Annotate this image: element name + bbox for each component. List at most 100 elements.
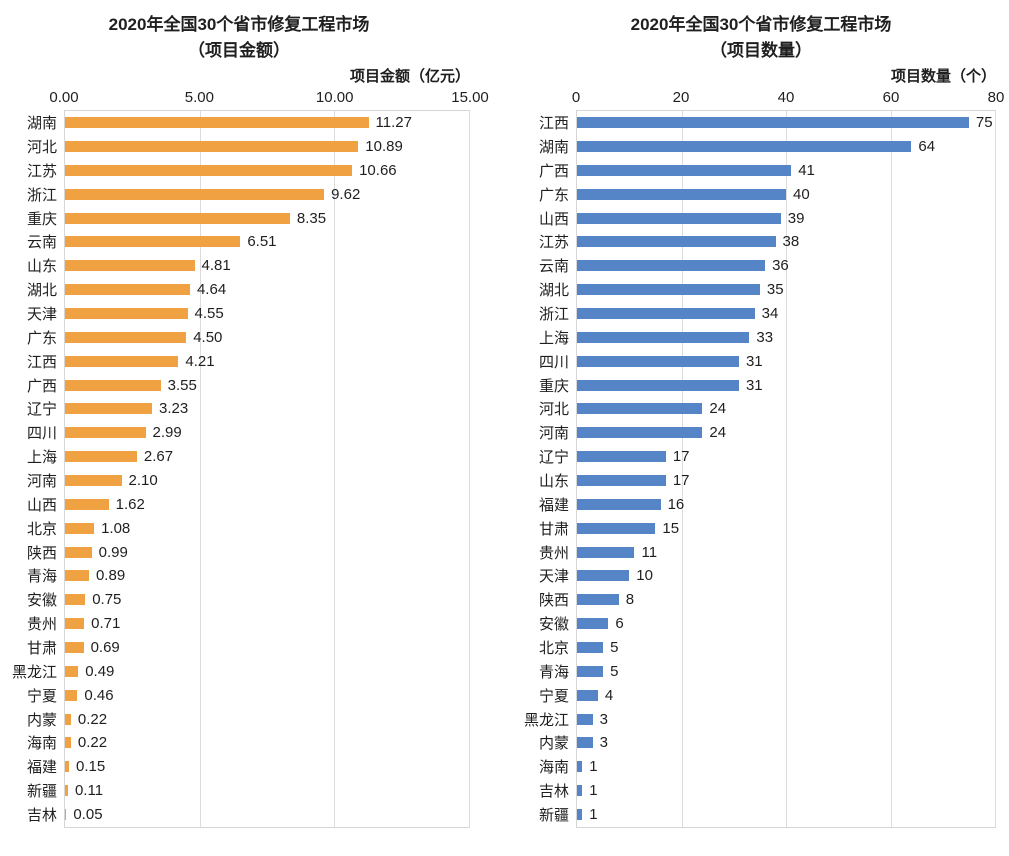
value-label: 0.22	[77, 710, 108, 728]
category-label: 北京	[26, 520, 57, 538]
bar	[65, 546, 92, 558]
category-label: 吉林	[538, 783, 569, 801]
value-label: 75	[975, 114, 993, 132]
bar-row: 四川 31	[539, 349, 995, 373]
category-label: 青海	[538, 663, 569, 681]
bar-row: 青海 5	[539, 659, 995, 683]
category-label: 吉林	[26, 807, 57, 825]
bar-row: 内蒙 3	[539, 731, 995, 755]
bar-row: 河南 24	[539, 421, 995, 445]
category-label: 内蒙	[26, 711, 57, 729]
bar-row: 陕西 8	[539, 588, 995, 612]
bar	[65, 737, 71, 749]
value-label: 1.08	[101, 519, 131, 537]
bar	[577, 689, 598, 701]
bar	[577, 427, 703, 439]
bar-row: 浙江 34	[539, 302, 995, 326]
category-label: 河南	[26, 473, 57, 490]
gridline	[681, 110, 683, 827]
bar-row: 江西 4.21	[27, 349, 469, 373]
category-label: 广西	[26, 377, 57, 395]
value-label: 0.05	[73, 806, 103, 824]
bar	[577, 737, 593, 749]
bar	[577, 642, 604, 654]
amount-x-axis-title: 项目金额（亿元）	[349, 67, 470, 85]
value-label: 0.11	[74, 782, 104, 800]
bar	[65, 570, 89, 582]
value-label: 24	[709, 424, 727, 442]
bar-row: 山东 4.81	[27, 254, 469, 278]
bar	[65, 809, 67, 821]
bar	[65, 117, 369, 129]
amount-plot-area: 湖南 11.27 河北 10.89 江苏 10.66 浙江 9.62 重庆 8.35 云南 6.51 山…	[12, 109, 470, 828]
category-label: 河南	[538, 425, 569, 443]
bar	[577, 785, 583, 797]
x-tick-label: 20	[672, 88, 690, 106]
bar	[577, 117, 969, 129]
value-label: 15	[662, 519, 680, 537]
value-label: 2.67	[143, 448, 174, 466]
bar-row: 贵州 11	[539, 540, 995, 564]
value-label: 17	[672, 448, 690, 466]
bar	[65, 451, 137, 463]
value-label: 10	[636, 567, 653, 585]
value-label: 2.10	[128, 472, 158, 489]
category-label: 甘肃	[538, 520, 569, 538]
value-label: 0.75	[92, 591, 122, 609]
bar-row: 辽宁 3.23	[27, 397, 469, 421]
bar-row: 上海 33	[539, 325, 995, 349]
bar-row: 海南 1	[539, 755, 995, 779]
value-label: 6	[615, 615, 624, 633]
category-label: 江西	[538, 115, 569, 133]
category-label: 湖南	[26, 115, 57, 133]
value-label: 4.50	[193, 328, 223, 346]
value-label: 8.35	[296, 209, 327, 227]
amount-plot-wrap: 0.00 5.00 10.00 15.00 湖南 11.27 河北 10.89 江苏 10.66…	[12, 88, 489, 828]
value-label: 1	[589, 806, 598, 824]
bar	[65, 475, 122, 486]
bar	[65, 236, 241, 248]
bar	[577, 140, 912, 152]
bar	[65, 642, 84, 654]
bar	[577, 188, 786, 200]
category-label: 湖南	[538, 138, 569, 156]
count-chart-title: 2020年全国30个省市修复工程市场 （项目数量）	[526, 12, 996, 65]
bar-row: 山西 39	[539, 206, 995, 230]
bar-row: 广西 3.55	[27, 373, 469, 397]
category-label: 海南	[26, 735, 57, 753]
category-label: 辽宁	[26, 401, 57, 419]
bar-row: 青海 0.89	[27, 564, 469, 588]
category-label: 重庆	[26, 210, 57, 228]
bar	[577, 522, 656, 534]
count-plot-area: 江西 75 湖南 64 广西 41 广东 40 山西 39 江苏 38 云南 36 湖北 35 浙江 34 上海 33…	[524, 109, 996, 828]
category-label: 宁夏	[26, 687, 57, 705]
category-label: 浙江	[26, 186, 57, 204]
bar-row: 宁夏 0.46	[27, 683, 469, 707]
bar-row: 江苏 10.66	[27, 158, 469, 182]
category-label: 江西	[26, 353, 57, 371]
bar-row: 云南 6.51	[27, 230, 469, 254]
count-chart-title-line1: 2020年全国30个省市修复工程市场	[630, 15, 892, 34]
category-label: 江苏	[26, 162, 57, 180]
bar	[577, 403, 703, 415]
bar-row: 江西 75	[539, 111, 995, 135]
gridline	[786, 110, 787, 827]
category-label: 海南	[538, 759, 569, 777]
bar-row: 广西 41	[539, 158, 995, 182]
value-label: 1.62	[115, 495, 145, 513]
category-label: 福建	[538, 496, 569, 514]
value-label: 24	[709, 400, 727, 418]
category-label: 浙江	[538, 305, 569, 323]
bar	[65, 522, 95, 534]
amount-x-axis-ticks: 0.00 5.00 10.00 15.00	[49, 88, 488, 110]
category-label: 安徽	[26, 592, 57, 610]
category-label: 天津	[538, 568, 569, 586]
category-label: 北京	[538, 640, 569, 658]
value-label: 38	[782, 233, 800, 251]
value-label: 0.89	[95, 567, 126, 585]
bar	[577, 809, 583, 821]
amount-chart-title-line2: （项目金额）	[188, 41, 290, 61]
category-label: 新疆	[538, 807, 569, 825]
value-label: 10.66	[359, 161, 397, 179]
